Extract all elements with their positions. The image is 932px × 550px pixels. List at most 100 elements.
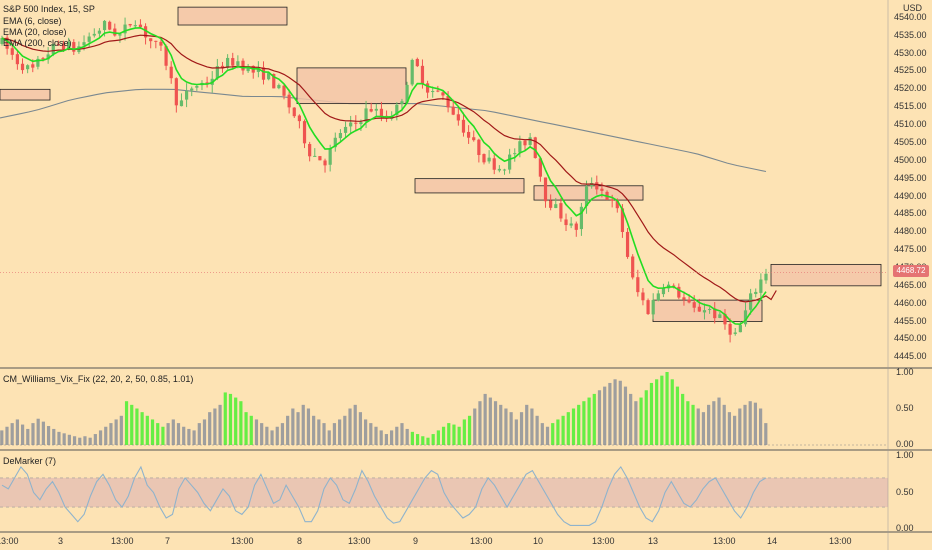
demarker-tick: 0.50 (896, 487, 914, 497)
candle-body (698, 307, 701, 312)
vix-bar (608, 383, 611, 445)
price-tick: 4485.00 (894, 208, 927, 218)
vix-bar (63, 433, 66, 445)
vix-bar (587, 398, 590, 445)
candle-body (21, 64, 24, 70)
time-tick: 13:00 (231, 536, 254, 546)
legend-ema20[interactable]: EMA (20, close) (3, 27, 67, 37)
candle-body (185, 91, 188, 100)
supply-demand-zones (0, 7, 881, 321)
vix-bar (733, 416, 736, 445)
vix-bar (187, 429, 190, 445)
candle-body (159, 42, 162, 46)
candle-body (370, 109, 373, 111)
vix-bar (47, 426, 50, 445)
vix-bar (686, 401, 689, 445)
vix-bar (255, 419, 258, 445)
candle-body (600, 189, 603, 191)
vix-bar (598, 390, 601, 445)
vix-tick: 1.00 (896, 367, 914, 377)
candle-body (641, 293, 644, 301)
vix-bar (624, 387, 627, 445)
legend-ema6[interactable]: EMA (6, close) (3, 16, 62, 26)
vix-bar (364, 419, 367, 445)
vix-bar (515, 419, 518, 445)
time-tick: 13:00 (0, 536, 19, 546)
candle-body (72, 42, 75, 52)
vix-bar (385, 434, 388, 445)
candle-body (236, 61, 239, 65)
vix-bar (317, 419, 320, 445)
vix-bar (52, 429, 55, 445)
vix-bar (489, 398, 492, 445)
vix-bar (525, 405, 528, 445)
chart-title: S&P 500 Index, 15, SP (3, 4, 95, 14)
time-tick: 13:00 (348, 536, 371, 546)
candle-body (554, 204, 557, 208)
vix-bar (68, 435, 71, 445)
vix-bar (380, 430, 383, 445)
price-tick: 4450.00 (894, 333, 927, 343)
vix-bar (291, 409, 294, 446)
candle-body (380, 109, 383, 117)
price-tick: 4465.00 (894, 280, 927, 290)
vix-bar (167, 423, 170, 445)
candle-body (318, 156, 321, 160)
candle-body (652, 300, 655, 314)
vix-bar (322, 423, 325, 445)
candle-body (31, 64, 34, 67)
vix-bar (281, 423, 284, 445)
price-tick: 4515.00 (894, 101, 927, 111)
vix-bar (707, 405, 710, 445)
vix-bar (645, 390, 648, 445)
vix-bar (754, 403, 757, 445)
candle-body (288, 95, 291, 108)
vix-bar (743, 405, 746, 445)
vix-bar (250, 416, 253, 445)
vix-bar (551, 423, 554, 445)
legend-ema200[interactable]: EMA (200, close) (3, 38, 72, 48)
vix-bar (520, 412, 523, 445)
candle-body (313, 156, 316, 157)
candle-body (718, 314, 721, 318)
candle-body (703, 310, 706, 312)
candle-body (93, 34, 96, 36)
vix-bar (473, 409, 476, 446)
vix-bar (764, 423, 767, 445)
vix-bar (416, 434, 419, 445)
price-tick: 4480.00 (894, 226, 927, 236)
vix-bar (198, 423, 201, 445)
candle-body (488, 158, 491, 162)
vix-bar (499, 405, 502, 445)
time-tick: 13 (648, 536, 658, 546)
vix-bar (182, 427, 185, 445)
demarker-panel-title[interactable]: DeMarker (7) (3, 456, 56, 466)
candle-body (262, 67, 265, 79)
vix-bar (0, 430, 3, 445)
time-tick: 13:00 (111, 536, 134, 546)
vix-bar (286, 416, 289, 445)
vix-panel-title[interactable]: CM_Williams_Vix_Fix (22, 20, 2, 50, 0.85… (3, 374, 193, 384)
candle-body (513, 153, 516, 154)
vix-bar (437, 430, 440, 445)
vix-bar (613, 379, 616, 445)
vix-bar (691, 405, 694, 445)
price-tick: 4525.00 (894, 65, 927, 75)
vix-bar (374, 427, 377, 445)
vix-bar (629, 394, 632, 445)
vix-bar (239, 401, 242, 445)
candle-body (493, 158, 496, 169)
candle-body (344, 127, 347, 133)
vix-bar (354, 405, 357, 445)
demarker-tick: 1.00 (896, 450, 914, 460)
vix-bar (130, 405, 133, 445)
vix-bar (203, 419, 206, 445)
candle-body (636, 277, 639, 292)
candle-body (529, 137, 532, 145)
vix-bar (504, 409, 507, 446)
candle-body (298, 116, 301, 122)
candle-body (687, 300, 690, 303)
candle-body (103, 21, 106, 30)
vix-bar (395, 427, 398, 445)
